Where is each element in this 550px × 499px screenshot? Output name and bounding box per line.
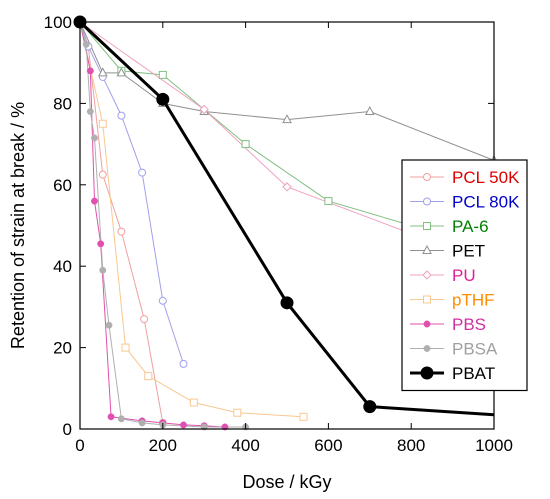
data-point-pbs: [180, 421, 187, 429]
data-point-pa-6: [158, 70, 167, 79]
data-point-pthf: [189, 398, 198, 407]
x-tick-label: 1000: [475, 436, 513, 455]
data-point-pbat: [363, 400, 377, 414]
legend: PCL 50K PCL 80K PA-6 PET PU pTHF PBS PBSA PBAT: [401, 159, 528, 392]
data-point-pet: [97, 67, 108, 77]
data-point-pbs: [91, 197, 98, 205]
data-point-pcl-80k: [117, 111, 126, 120]
data-point-pbsa: [117, 415, 125, 423]
y-tick-label: 0: [63, 420, 72, 439]
x-tick-label: 600: [314, 436, 342, 455]
legend-label-pbat: PBAT: [452, 364, 495, 383]
x-tick-label: 800: [397, 436, 425, 455]
data-point-pcl-80k: [179, 359, 188, 368]
legend-marker-pbsa: [423, 345, 431, 352]
data-point-pbs: [97, 240, 105, 248]
legend-label-pa-6: PA-6: [452, 217, 489, 236]
legend-marker-pcl-50k: [423, 173, 431, 181]
data-point-pcl-50k: [98, 170, 107, 179]
series-line-pet: [79, 21, 495, 161]
data-point-pcl-80k: [138, 168, 147, 177]
legend-label-pbs: PBS: [452, 315, 486, 334]
legend-marker-pu: [422, 270, 432, 280]
legend-label-pthf: pTHF: [452, 291, 495, 310]
data-point-pbs: [107, 413, 115, 421]
data-point-pcl-50k: [140, 315, 149, 324]
data-point-pa-6: [241, 140, 250, 149]
series-line-pu: [79, 21, 412, 235]
data-point-pthf: [299, 412, 308, 421]
legend-marker-pbs: [423, 320, 431, 328]
data-point-pbsa: [82, 40, 90, 48]
legend-marker-pbat: [420, 366, 434, 380]
x-tick-label: 0: [75, 436, 84, 455]
data-point-pbsa: [99, 266, 107, 274]
y-tick-label: 100: [44, 13, 72, 32]
data-point-pbat: [156, 92, 170, 106]
series-line-pcl-80k: [79, 21, 184, 365]
y-axis-title: Retention of strain at break / %: [8, 102, 28, 349]
data-point-pbs: [86, 67, 94, 75]
data-point-pcl-50k: [117, 227, 126, 236]
legend-label-pcl-80k: PCL 80K: [452, 193, 520, 212]
y-tick-label: 20: [53, 339, 72, 358]
data-point-pet: [364, 105, 375, 116]
x-tick-label: 200: [149, 436, 177, 455]
data-point-pthf: [121, 343, 130, 352]
axis-ticks: 0 200 400 600 800 1000 0 20 40 60 80 100: [44, 13, 513, 455]
data-point-pthf: [233, 408, 242, 417]
data-point-pbsa: [105, 321, 113, 329]
legend-marker-pthf: [423, 295, 431, 304]
x-axis-title: Dose / kGy: [242, 472, 331, 492]
data-point-pbat: [280, 296, 294, 310]
data-point-pthf: [144, 372, 153, 381]
legend-label-pu: PU: [452, 266, 476, 285]
data-point-pthf: [98, 119, 107, 128]
x-tick-label: 400: [231, 436, 259, 455]
data-point-pu: [282, 182, 292, 192]
series-line-pa-6: [79, 21, 412, 226]
data-point-pet: [116, 67, 127, 77]
data-point-pa-6: [324, 197, 333, 206]
data-point-pbsa: [91, 134, 98, 142]
y-tick-label: 80: [53, 94, 72, 113]
legend-label-pcl-50k: PCL 50K: [452, 168, 520, 187]
series-line-pbsa: [79, 21, 246, 428]
legend-marker-pet: [422, 244, 432, 254]
data-point-pet: [282, 114, 292, 124]
legend-marker-pcl-80k: [423, 197, 431, 206]
y-tick-label: 60: [53, 176, 72, 195]
legend-marker-pa-6: [423, 222, 431, 230]
legend-label-pet: PET: [452, 242, 485, 261]
y-tick-label: 40: [53, 257, 72, 276]
legend-label-pbsa: PBSA: [452, 340, 498, 359]
data-point-pbsa: [86, 108, 94, 115]
data-point-pbsa: [138, 419, 146, 427]
data-point-pcl-80k: [158, 296, 167, 305]
data-point-pu: [199, 104, 209, 115]
